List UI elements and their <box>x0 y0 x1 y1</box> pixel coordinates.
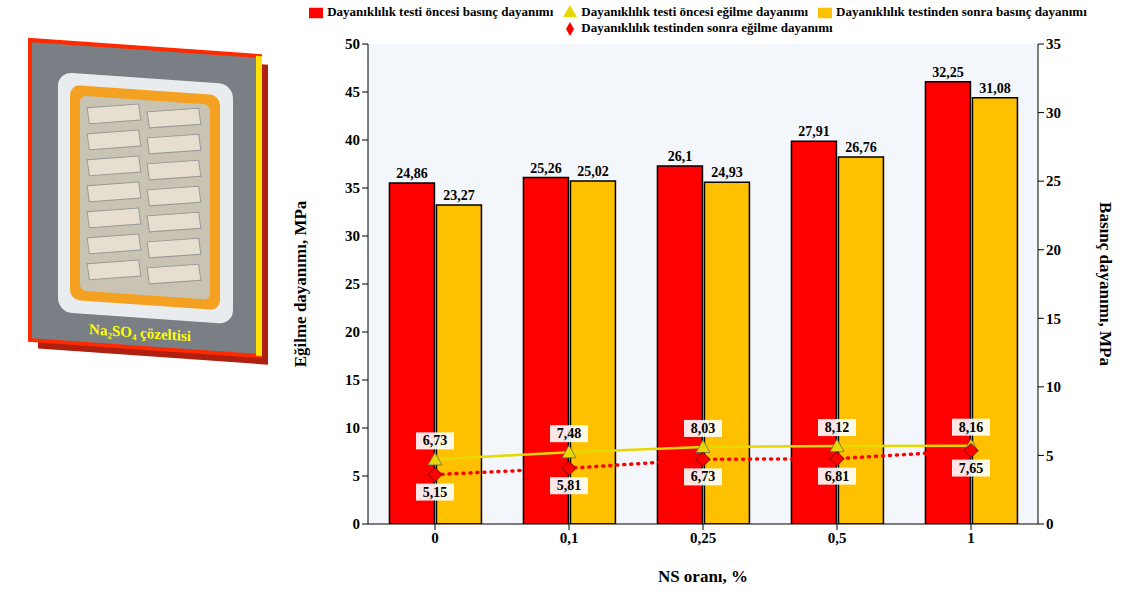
svg-text:27,91: 27,91 <box>798 124 830 139</box>
svg-text:15: 15 <box>345 372 360 388</box>
svg-text:45: 45 <box>345 84 360 100</box>
svg-text:23,27: 23,27 <box>443 188 475 203</box>
svg-text:5,15: 5,15 <box>423 485 448 500</box>
svg-text:0: 0 <box>353 516 361 532</box>
svg-text:6,73: 6,73 <box>691 469 716 484</box>
svg-text:20: 20 <box>1046 242 1061 258</box>
svg-text:15: 15 <box>1046 311 1061 327</box>
svg-text:30: 30 <box>1046 105 1061 121</box>
svg-text:32,25: 32,25 <box>932 65 964 80</box>
svg-text:26,1: 26,1 <box>668 149 693 164</box>
svg-text:Eğilme dayanımı, MPa: Eğilme dayanımı, MPa <box>291 200 310 367</box>
svg-text:24,86: 24,86 <box>396 166 428 181</box>
svg-text:30: 30 <box>345 228 360 244</box>
svg-text:35: 35 <box>345 180 360 196</box>
svg-text:0,5: 0,5 <box>828 530 847 546</box>
html-text:Dayanıklılık testinden sonra b: Dayanıklılık testinden sonra basınç daya… <box>836 4 1087 19</box>
svg-text:40: 40 <box>345 132 360 148</box>
svg-text:31,08: 31,08 <box>979 81 1011 96</box>
svg-text:8,12: 8,12 <box>825 420 850 435</box>
html-text:Dayanıklılık testinden sonra e: Dayanıklılık testinden sonra eğilme daya… <box>581 20 833 35</box>
svg-text:0,1: 0,1 <box>560 530 579 546</box>
svg-text:0: 0 <box>431 530 439 546</box>
svg-text:25,26: 25,26 <box>530 161 562 176</box>
svg-text:7,65: 7,65 <box>959 461 984 476</box>
svg-text:5,81: 5,81 <box>557 478 582 493</box>
html-text:Dayanıklılık testi öncesi eğil: Dayanıklılık testi öncesi eğilme dayanım… <box>581 4 809 19</box>
svg-text:Basınç dayanımı, MPa: Basınç dayanımı, MPa <box>1096 202 1115 366</box>
svg-text:5: 5 <box>353 468 361 484</box>
svg-text:0,25: 0,25 <box>690 530 716 546</box>
svg-text:10: 10 <box>345 420 360 436</box>
svg-text:20: 20 <box>345 324 360 340</box>
svg-text:10: 10 <box>1046 379 1061 395</box>
svg-text:35: 35 <box>1046 36 1061 52</box>
svg-text:1: 1 <box>967 530 975 546</box>
svg-text:6,73: 6,73 <box>423 433 448 448</box>
svg-text:50: 50 <box>345 36 360 52</box>
svg-text:8,03: 8,03 <box>691 421 716 436</box>
svg-text:7,48: 7,48 <box>557 426 582 441</box>
svg-text:0: 0 <box>1046 516 1054 532</box>
svg-text:5: 5 <box>1046 448 1054 464</box>
svg-text:25: 25 <box>345 276 360 292</box>
svg-text:25: 25 <box>1046 173 1061 189</box>
svg-text:24,93: 24,93 <box>711 165 743 180</box>
svg-text:Na₂SO₄ çözeltisi: Na₂SO₄ çözeltisi <box>89 321 191 344</box>
svg-text:6,81: 6,81 <box>825 469 850 484</box>
svg-text:25,02: 25,02 <box>577 164 609 179</box>
html-text:Dayanıklılık testi öncesi bası: Dayanıklılık testi öncesi basınç dayanım… <box>327 4 554 19</box>
svg-text:NS oranı, %: NS oranı, % <box>658 567 748 586</box>
svg-text:26,76: 26,76 <box>845 140 877 155</box>
svg-text:8,16: 8,16 <box>959 420 984 435</box>
